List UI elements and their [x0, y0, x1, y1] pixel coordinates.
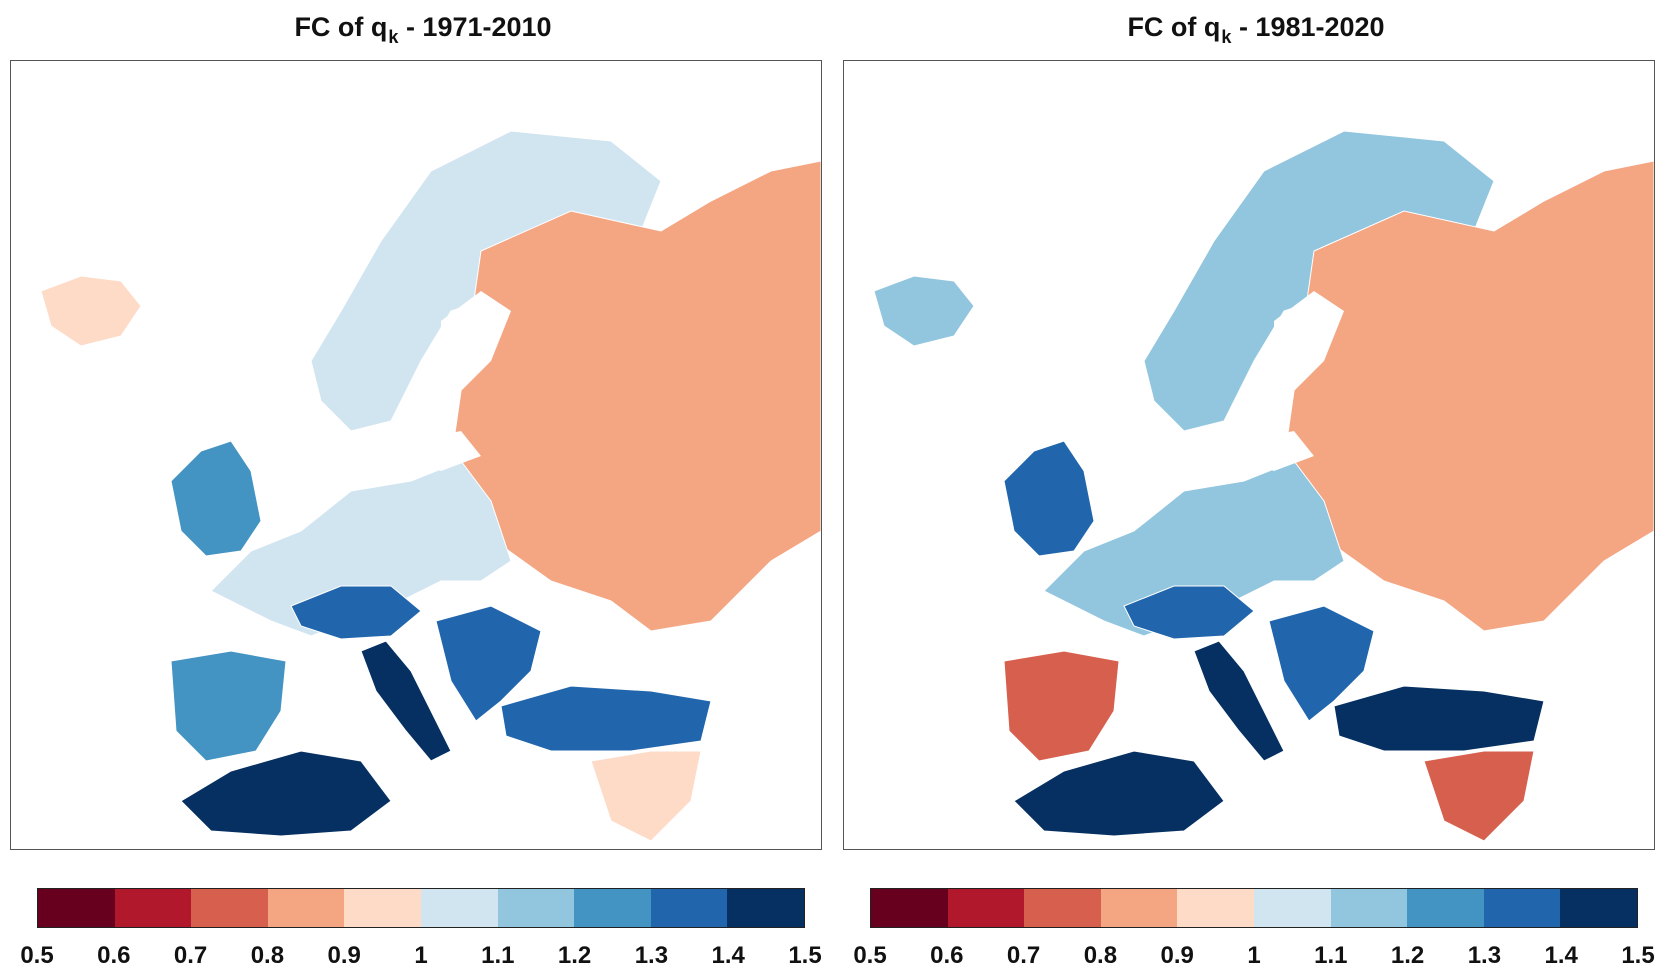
left-map-svg: [11, 61, 821, 849]
right-colorbar-segment: [1330, 889, 1408, 927]
right-panel-title: FC of qk - 1981-2020: [843, 12, 1669, 47]
right-colorbar-tick-label: 1.5: [1621, 942, 1655, 969]
left-colorbar-segment: [38, 889, 115, 927]
right-colorbar-tick-label: 1.4: [1544, 942, 1578, 969]
left-colorbar-segment: [420, 889, 498, 927]
right-region-north-africa: [1013, 750, 1225, 837]
right-colorbar-tick-label: 1.3: [1467, 942, 1502, 969]
right-map-panel: [843, 60, 1655, 850]
left-colorbar-segment: [650, 889, 728, 927]
left-water-2: [411, 431, 481, 471]
right-title-subscript: k: [1221, 27, 1232, 47]
left-map-panel: [10, 60, 822, 850]
left-colorbar-segment: [497, 889, 575, 927]
right-region-british-isles: [1003, 440, 1095, 557]
right-colorbar-tick-label: 1: [1247, 942, 1261, 969]
left-region-turkey-anatolia: [500, 685, 712, 752]
left-colorbar-tick-label: 1: [414, 942, 428, 969]
right-colorbar-tick-label: 0.6: [930, 942, 964, 969]
right-colorbar-tick-label: 1.2: [1390, 942, 1425, 969]
left-colorbar-tick-label: 1.1: [481, 942, 515, 969]
left-colorbar-tick-label: 1.4: [711, 942, 745, 969]
left-colorbar-segment: [191, 889, 268, 927]
left-colorbar-tick-label: 0.5: [20, 942, 54, 969]
left-region-middle-east: [590, 750, 702, 842]
left-region-balkans: [435, 605, 542, 722]
left-colorbar-segment: [114, 889, 192, 927]
right-colorbar: [870, 888, 1638, 928]
left-colorbar-segment: [574, 889, 651, 927]
right-colorbar-tick-label: 0.8: [1083, 942, 1118, 969]
left-colorbar-tick-label: 0.6: [97, 942, 131, 969]
left-region-british-isles: [170, 440, 262, 557]
right-colorbar-segment: [1560, 889, 1637, 927]
left-colorbar-tick-label: 0.8: [250, 942, 285, 969]
left-colorbar-ticks: 0.5 0.6 0.7 0.8 0.9 1 1.1 1.2 1.3 1.4 1.5: [20, 942, 821, 972]
left-colorbar-segment: [344, 889, 421, 927]
left-region-italy: [360, 640, 452, 762]
left-region-iberian-peninsula: [170, 650, 287, 762]
right-colorbar-segment: [871, 889, 948, 927]
right-region-middle-east: [1423, 750, 1535, 842]
left-colorbar-tick-label: 1.5: [788, 942, 822, 969]
right-colorbar-segment: [1253, 889, 1331, 927]
right-region-balkans: [1268, 605, 1375, 722]
right-region-iberian-peninsula: [1003, 650, 1120, 762]
right-colorbar-tick-label: 0.7: [1006, 942, 1041, 969]
left-colorbar: [37, 888, 805, 928]
left-colorbar-tick-label: 0.9: [327, 942, 361, 969]
right-region-turkey-anatolia: [1333, 685, 1545, 752]
left-title-prefix: FC of q: [294, 12, 388, 42]
left-colorbar-tick-label: 1.3: [634, 942, 669, 969]
right-colorbar-segment: [1407, 889, 1484, 927]
left-colorbar-segment: [267, 889, 345, 927]
left-colorbar-tick-label: 1.2: [557, 942, 592, 969]
right-colorbar-tick-label: 0.5: [853, 942, 887, 969]
left-region-alps: [290, 585, 422, 640]
right-region-alps: [1123, 585, 1255, 640]
left-region-north-africa: [180, 750, 392, 837]
right-title-suffix: - 1981-2020: [1231, 12, 1385, 42]
right-region-italy: [1193, 640, 1285, 762]
right-water-1: [1274, 291, 1344, 391]
left-water-1: [441, 291, 511, 391]
left-colorbar-tick-label: 0.7: [173, 942, 208, 969]
right-title-prefix: FC of q: [1127, 12, 1221, 42]
right-colorbar-ticks: 0.5 0.6 0.7 0.8 0.9 1 1.1 1.2 1.3 1.4 1.5: [853, 942, 1654, 972]
right-water-2: [1244, 431, 1314, 471]
left-title-subscript: k: [388, 27, 399, 47]
right-colorbar-segment: [1024, 889, 1101, 927]
left-title-suffix: - 1971-2010: [398, 12, 552, 42]
right-colorbar-segment: [1100, 889, 1178, 927]
right-map-svg: [844, 61, 1654, 849]
left-panel-title: FC of qk - 1971-2010: [10, 12, 836, 47]
right-colorbar-segment: [1483, 889, 1561, 927]
right-colorbar-segment: [1177, 889, 1254, 927]
left-colorbar-segment: [727, 889, 804, 927]
right-colorbar-tick-label: 1.1: [1314, 942, 1348, 969]
left-region-iceland: [40, 275, 142, 347]
right-colorbar-segment: [947, 889, 1025, 927]
right-region-iceland: [873, 275, 975, 347]
right-colorbar-tick-label: 0.9: [1160, 942, 1194, 969]
